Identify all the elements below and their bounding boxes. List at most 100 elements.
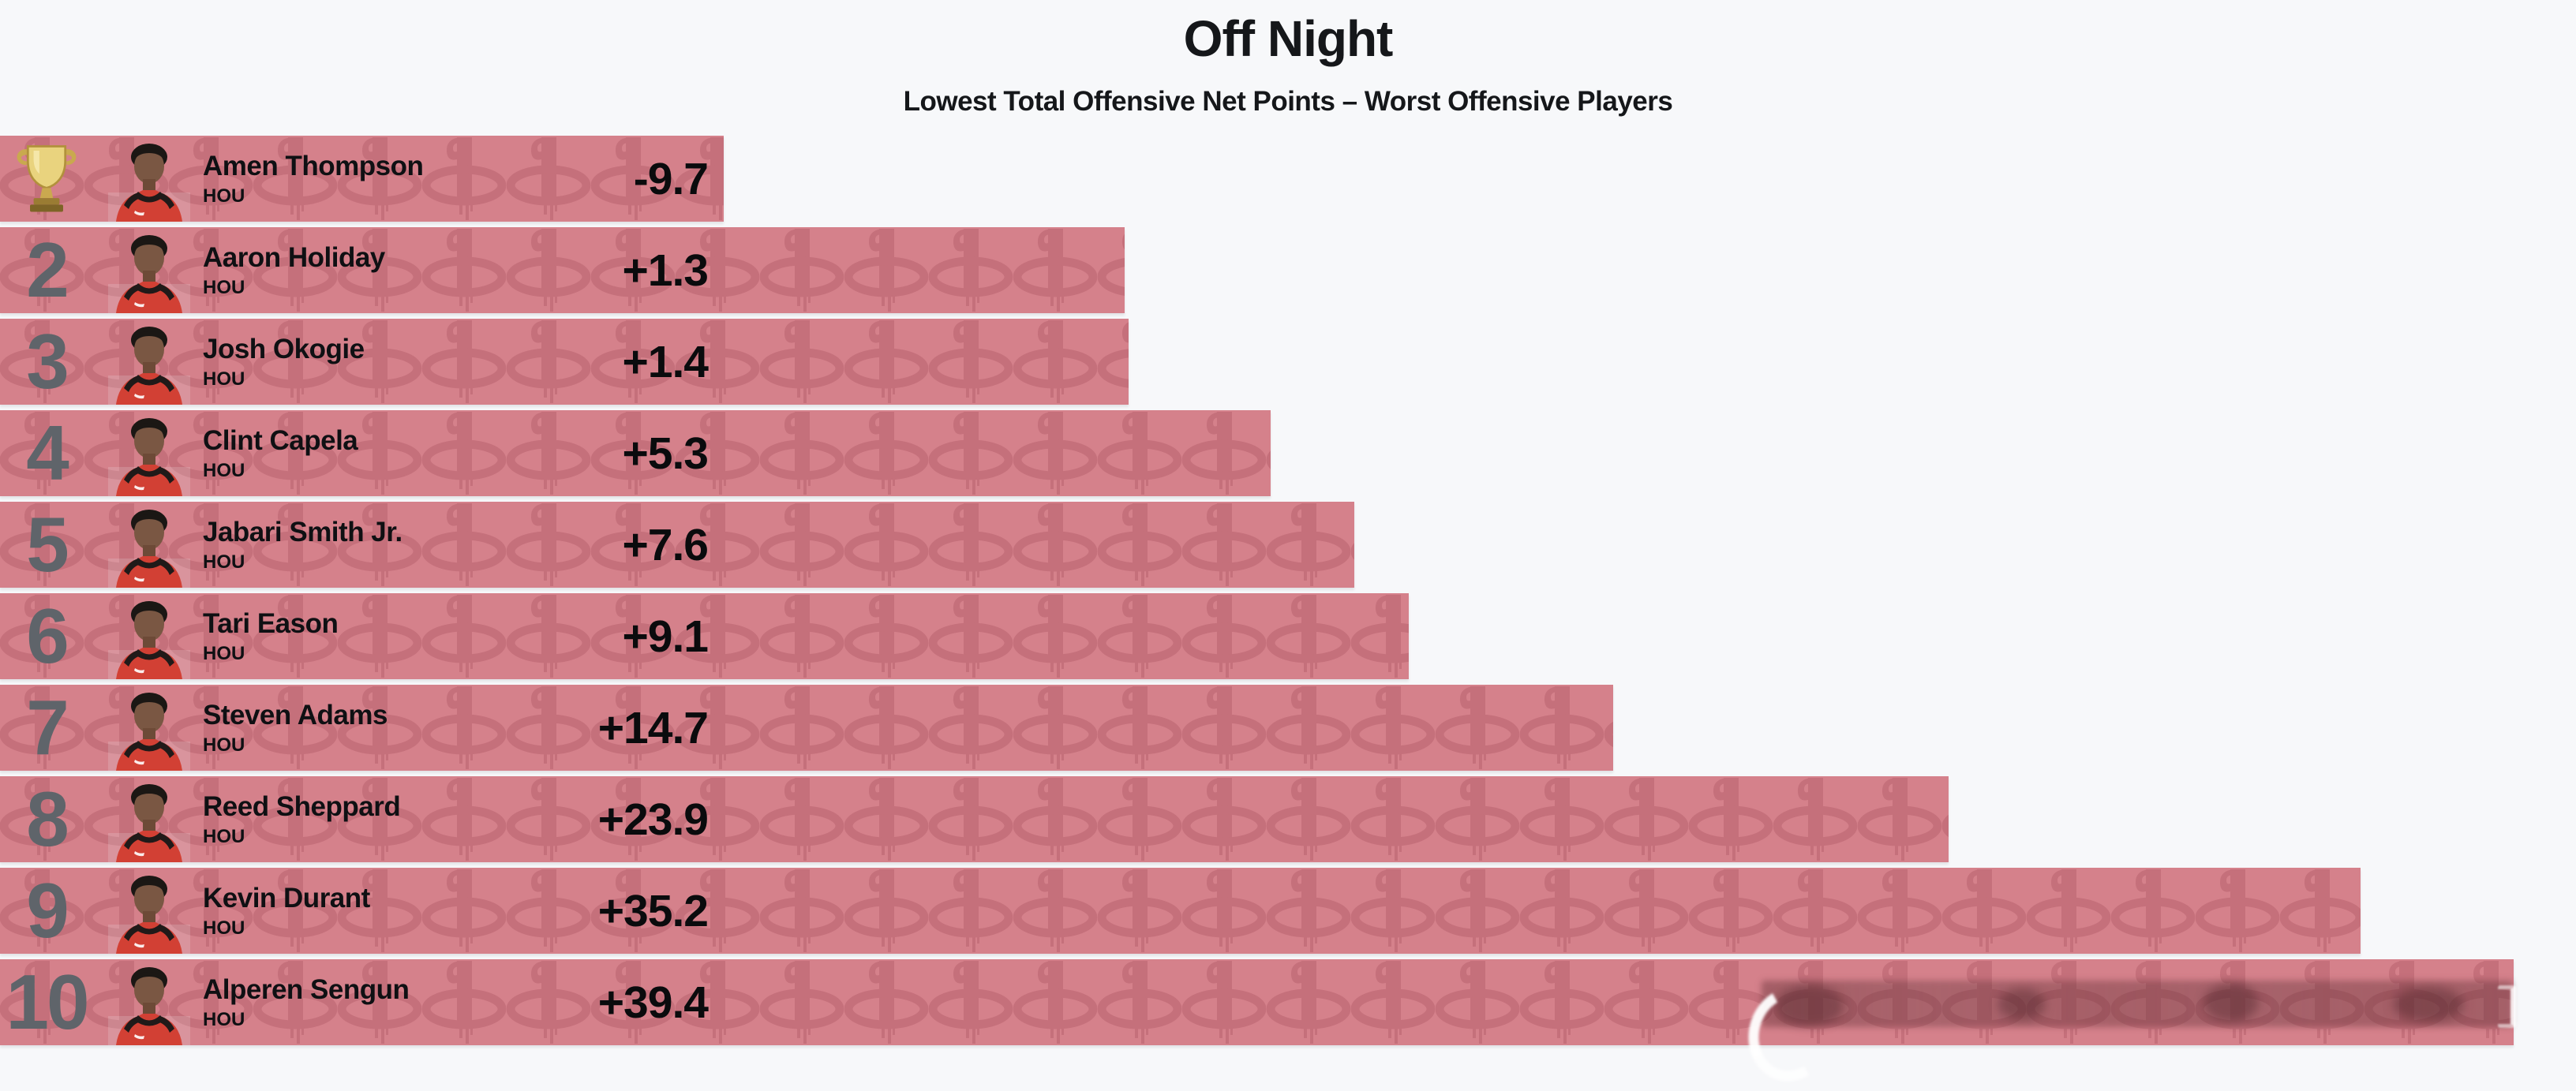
- rockets-logo-icon: [844, 869, 929, 952]
- rank-label: 3: [26, 319, 69, 405]
- rockets-logo-icon: [422, 686, 507, 769]
- watermark-blob: [2203, 984, 2259, 1022]
- bar: Amen Thompson HOU -9.7: [0, 136, 724, 222]
- rockets-logo-icon: [760, 229, 844, 312]
- rockets-logo-icon: [2196, 961, 2280, 1044]
- bar-row: 9 Kevin Durant HOU +35: [0, 868, 2514, 954]
- rockets-logo-icon: [2280, 869, 2361, 952]
- team-logo-pattern: [0, 319, 1129, 405]
- rockets-logo-icon: [169, 320, 253, 403]
- rockets-logo-icon: [338, 961, 422, 1044]
- rockets-logo-icon: [1098, 778, 1182, 861]
- player-name: Aaron Holiday: [203, 241, 385, 273]
- rockets-logo-icon: [422, 320, 507, 403]
- rockets-logo-icon: [760, 686, 844, 769]
- rockets-logo-icon: [1604, 778, 1689, 861]
- rockets-logo-icon: [1520, 869, 1604, 952]
- rockets-logo-icon: [253, 961, 338, 1044]
- rockets-logo-icon: [1182, 778, 1267, 861]
- erased-watermark-smudge: [1737, 977, 2516, 1091]
- bar-row: Amen Thompson HOU -9.7: [0, 136, 2514, 222]
- rockets-logo-icon: [1098, 595, 1182, 678]
- rockets-logo-icon: [929, 320, 1013, 403]
- rockets-logo-icon: [1267, 503, 1351, 586]
- player-info: Tari Eason HOU: [203, 593, 339, 679]
- bar: 9 Kevin Durant HOU +35: [0, 868, 2361, 954]
- bar: 10 Alperen Sengun HOU: [0, 959, 2514, 1045]
- rockets-logo-icon: [844, 686, 929, 769]
- bar-row: 7 Steven Adams HOU +14: [0, 685, 2514, 771]
- rockets-logo-icon: [1098, 503, 1182, 586]
- rockets-logo-icon: [169, 778, 253, 861]
- rockets-logo-icon: [844, 595, 929, 678]
- rockets-logo-icon: [1436, 961, 1520, 1044]
- value-label: +14.7: [597, 702, 709, 753]
- team-label: HOU: [203, 459, 245, 481]
- rockets-logo-icon: [422, 778, 507, 861]
- rockets-logo-icon: [422, 137, 507, 220]
- value-label: -9.7: [633, 153, 709, 204]
- rockets-logo-icon: [760, 961, 844, 1044]
- team-label: HOU: [203, 917, 245, 939]
- rockets-logo-icon: [422, 503, 507, 586]
- rockets-logo-icon: [169, 412, 253, 495]
- rockets-logo-icon: [1436, 686, 1520, 769]
- value-label: +35.2: [597, 885, 709, 936]
- bar: 4 Clint Capela HOU +5.: [0, 410, 1271, 496]
- rockets-logo-icon: [2111, 961, 2196, 1044]
- player-photo: [105, 868, 193, 954]
- rockets-logo-icon: [1098, 322, 1129, 388]
- rockets-logo-icon: [169, 595, 253, 678]
- team-label: HOU: [203, 551, 245, 573]
- rockets-logo-icon: [760, 778, 844, 861]
- bar: 5 Jabari Smith Jr. HOU: [0, 502, 1354, 588]
- trophy-icon: [17, 145, 77, 212]
- rockets-logo-icon: [0, 412, 84, 495]
- rockets-logo-icon: [676, 778, 760, 861]
- rockets-logo-icon: [422, 595, 507, 678]
- rockets-logo-icon: [1858, 778, 1942, 861]
- rockets-logo-icon: [507, 961, 591, 1044]
- team-label: HOU: [203, 642, 245, 664]
- team-label: HOU: [203, 1008, 245, 1030]
- rockets-logo-icon: [2111, 869, 2196, 952]
- rank-label: 7: [26, 685, 69, 771]
- rockets-logo-icon: [338, 869, 422, 952]
- bar-row: 10 Alperen Sengun HOU: [0, 959, 2514, 1045]
- rockets-logo-icon: [676, 229, 760, 312]
- rockets-logo-icon: [1604, 961, 1689, 1044]
- rockets-logo-icon: [676, 595, 760, 678]
- rockets-logo-icon: [1773, 869, 1858, 952]
- rockets-logo-icon: [0, 503, 84, 586]
- player-name: Steven Adams: [203, 699, 388, 730]
- team-label: HOU: [203, 734, 245, 756]
- rank-label: 4: [26, 410, 69, 496]
- rockets-logo-icon: [676, 503, 760, 586]
- watermark-blur-band: [1762, 981, 2513, 1027]
- player-info: Reed Sheppard HOU: [203, 776, 401, 862]
- rockets-logo-icon: [1520, 686, 1604, 769]
- bar-row: 2 Aaron Holiday HOU +1: [0, 227, 2514, 313]
- bar: 3 Josh Okogie HOU +1.4: [0, 319, 1129, 405]
- rockets-logo-icon: [0, 686, 84, 769]
- rockets-logo-icon: [507, 503, 591, 586]
- rockets-logo-icon: [169, 503, 253, 586]
- rockets-logo-icon: [844, 412, 929, 495]
- rockets-logo-icon: [84, 229, 169, 312]
- rockets-logo-icon: [169, 869, 253, 952]
- bar-row: 8 Reed Sheppard HOU +2: [0, 776, 2514, 862]
- rockets-logo-icon: [1436, 778, 1520, 861]
- rockets-logo-icon: [591, 137, 676, 220]
- bar-row: 4 Clint Capela HOU +5.: [0, 410, 2514, 496]
- rockets-logo-icon: [507, 869, 591, 952]
- player-name: Jabari Smith Jr.: [203, 516, 402, 547]
- rockets-logo-icon: [929, 229, 1013, 312]
- rockets-logo-icon: [1013, 778, 1098, 861]
- rockets-logo-icon: [844, 503, 929, 586]
- rockets-logo-icon: [1689, 778, 1773, 861]
- watermark-bracket-outline: [2498, 985, 2516, 1028]
- watermark-blob: [1998, 988, 2046, 1020]
- rockets-logo-icon: [929, 869, 1013, 952]
- rockets-logo-icon: [1267, 450, 1271, 469]
